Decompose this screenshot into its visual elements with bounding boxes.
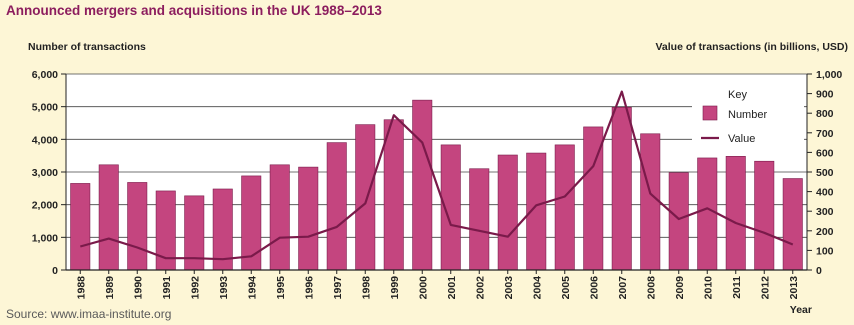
bar-number-1989 [98, 164, 119, 271]
right-tick-label: 200 [816, 226, 834, 238]
bar-number-2008 [640, 133, 661, 271]
x-tick-label: 1992 [189, 276, 201, 300]
x-tick-label: 2009 [674, 276, 686, 300]
x-tick-label: 1996 [303, 276, 315, 300]
x-tick-label: 2000 [417, 276, 429, 300]
legend-label-number: Number [728, 109, 767, 121]
x-tick-label: 2010 [702, 276, 714, 300]
x-tick-label: 1993 [218, 276, 230, 300]
chart-title: Announced mergers and acquisitions in th… [6, 3, 382, 18]
right-tick-label: 900 [816, 89, 834, 101]
x-tick-label: 2002 [474, 276, 486, 300]
x-tick-label: 1989 [104, 276, 116, 300]
x-tick-label: 2004 [531, 276, 543, 300]
x-tick-label: 2005 [560, 276, 572, 300]
right-tick-label: 100 [816, 245, 834, 257]
x-tick-label: 1990 [132, 276, 144, 300]
bar-number-2009 [668, 172, 689, 271]
x-axis-title: Year [790, 304, 812, 316]
right-tick-label: 600 [816, 147, 834, 159]
x-tick-label: 2006 [588, 276, 600, 300]
bar-number-2010 [697, 157, 718, 271]
bar-number-2007 [611, 107, 632, 271]
bar-number-1995 [269, 164, 290, 271]
legend-swatch-number [702, 105, 718, 121]
x-tick-label: 1991 [161, 276, 173, 300]
right-tick-label: 300 [816, 206, 834, 218]
x-tick-label: 1997 [332, 276, 344, 300]
x-tick-label: 1995 [275, 276, 287, 300]
x-tick-label: 2003 [503, 276, 515, 300]
left-tick-label: 5,000 [32, 102, 58, 114]
bar-number-1997 [326, 142, 347, 271]
right-tick-label: 400 [816, 187, 834, 199]
bar-number-2012 [754, 160, 775, 271]
x-tick-label: 2007 [617, 276, 629, 300]
bar-number-2003 [497, 154, 518, 271]
right-tick-label: 1,000 [816, 69, 842, 81]
left-axis-title: Number of transactions [28, 41, 146, 53]
left-tick-label: 4,000 [32, 134, 58, 146]
legend-title: Key [728, 89, 747, 101]
bar-number-2002 [469, 168, 490, 271]
right-axis-title: Value of transactions (in billions, USD) [655, 41, 848, 53]
bar-number-1988 [70, 183, 91, 271]
x-tick-label: 1999 [389, 276, 401, 300]
right-tick-label: 700 [816, 128, 834, 140]
bar-number-2000 [412, 99, 433, 271]
bar-number-1998 [355, 124, 376, 271]
bar-number-1990 [127, 182, 148, 271]
x-tick-label: 2001 [446, 276, 458, 300]
left-tick-label: 0 [52, 265, 58, 277]
bar-number-2005 [554, 144, 575, 271]
x-tick-label: 2011 [731, 276, 743, 299]
right-tick-label: 0 [816, 265, 822, 277]
left-tick-label: 1,000 [32, 232, 58, 244]
right-tick-label: 500 [816, 167, 834, 179]
series-line-value [80, 90, 794, 261]
legend: Key Number Value [692, 82, 804, 152]
source-note: Source: www.imaa-institute.org [6, 307, 172, 321]
bar-number-1996 [298, 166, 319, 271]
x-tick-label: 2012 [759, 276, 771, 300]
x-tick-label: 2013 [788, 276, 800, 300]
x-tick-label: 1998 [360, 276, 372, 300]
left-tick-label: 6,000 [32, 69, 58, 81]
bar-number-2013 [782, 178, 803, 271]
bar-number-2011 [725, 156, 746, 271]
x-tick-label: 1988 [75, 276, 87, 300]
right-tick-label: 800 [816, 108, 834, 120]
legend-label-value: Value [728, 133, 755, 145]
bar-number-1999 [383, 119, 404, 271]
x-tick-label: 1994 [246, 276, 258, 300]
left-tick-label: 2,000 [32, 200, 58, 212]
left-tick-label: 3,000 [32, 167, 58, 179]
x-tick-label: 2008 [645, 276, 657, 300]
